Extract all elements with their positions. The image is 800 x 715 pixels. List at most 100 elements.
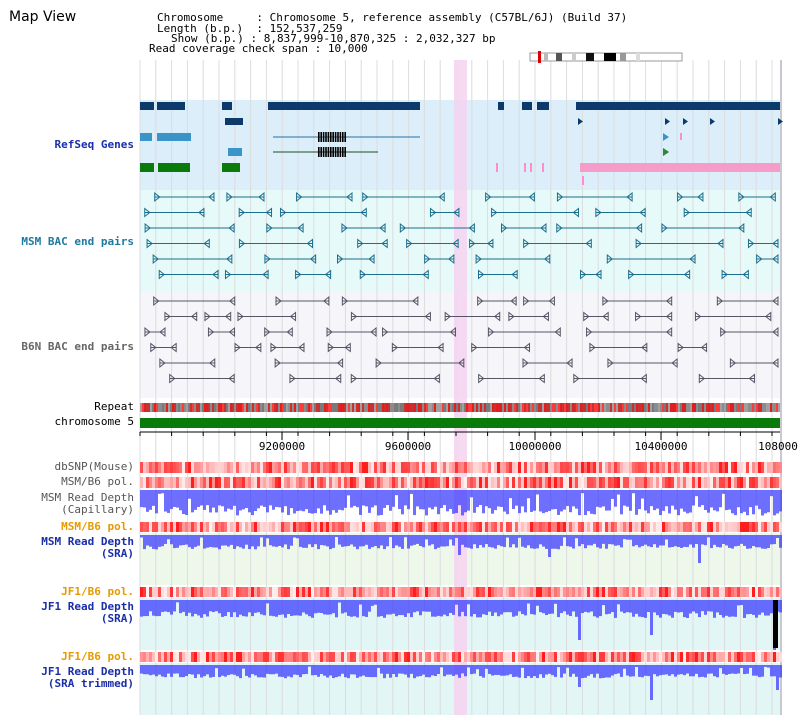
jf1-b6-pol-heat-cell — [707, 587, 710, 597]
dbsnp-heat-cell — [284, 462, 287, 473]
jf1-b6-pol2-heat-cell — [158, 652, 161, 662]
jf1-b6-pol-heat-cell — [764, 587, 767, 597]
dbsnp-heat-cell — [263, 462, 266, 473]
msm-b6-pol2-heat-cell — [293, 522, 296, 532]
msm-sra-depth-bar — [557, 535, 560, 550]
track-label-chromosome[interactable]: chromosome 5 — [54, 415, 134, 428]
msm-bac-end — [399, 222, 407, 234]
jf1-trim-depth-bar — [443, 665, 446, 677]
jf1-sra-depth-bar — [176, 600, 179, 603]
msm-bac-end — [360, 207, 367, 218]
repeat-bar — [140, 403, 142, 412]
repeat-bar — [184, 403, 186, 412]
jf1-trim-depth-bar — [377, 665, 380, 668]
jf1-sra-depth-bar — [500, 600, 503, 615]
msm-capillary-depth-bar — [230, 490, 233, 510]
jf1-trim-depth-bar — [572, 665, 575, 674]
jf1-b6-pol2-heat-cell — [227, 652, 230, 662]
jf1-sra-depth-bar — [371, 600, 374, 606]
msm-b6-pol-heat-cell — [389, 477, 392, 488]
msm-b6-pol-heat-cell — [158, 477, 161, 488]
gene-block-pink — [542, 163, 544, 172]
track-label-repeat[interactable]: Repeat — [94, 400, 134, 413]
msm-b6-pol2-heat-cell — [770, 522, 773, 532]
jf1-b6-pol-heat-cell — [554, 587, 557, 597]
track-label-msm-bac[interactable]: MSM BAC end pairs — [21, 235, 134, 248]
jf1-b6-pol-heat-cell — [671, 587, 674, 597]
jf1-b6-pol-heat-cell — [236, 587, 239, 597]
msm-capillary-depth-bar — [539, 490, 542, 512]
msm-b6-pol2-heat-cell — [689, 522, 692, 532]
jf1-sra-depth-bar — [719, 600, 722, 615]
jf1-b6-pol-heat-cell — [155, 587, 158, 597]
track-label-refseq-genes[interactable]: RefSeq Genes — [54, 138, 134, 151]
msm-sra-depth-bar — [479, 535, 482, 546]
track-label-jf1-depth-trimmed[interactable]: JF1 Read Depth (SRA trimmed) — [41, 665, 134, 690]
jf1-b6-pol-heat-cell — [599, 587, 602, 597]
msm-sra-depth-bar — [698, 535, 701, 563]
jf1-b6-pol-heat-cell — [629, 587, 632, 597]
msm-b6-pol-heat-cell — [686, 477, 689, 488]
track-label-msm-b6-pol[interactable]: MSM/B6 pol. — [61, 475, 134, 488]
repeat-bar — [242, 403, 244, 412]
jf1-trim-depth-bar — [776, 665, 779, 690]
msm-b6-pol2-heat-cell — [551, 522, 554, 532]
repeat-bar — [142, 403, 144, 412]
jf1-b6-pol2-heat-cell — [719, 652, 722, 662]
dbsnp-heat-cell — [377, 462, 380, 473]
msm-b6-pol-heat-cell — [521, 477, 524, 488]
jf1-b6-pol-heat-cell — [353, 587, 356, 597]
repeat-bar — [372, 403, 374, 412]
jf1-b6-pol-heat-cell — [494, 587, 497, 597]
gene-block — [537, 102, 549, 110]
track-label-jf1-b6-pol[interactable]: JF1/B6 pol. — [61, 585, 134, 598]
gene-exon — [337, 147, 339, 157]
jf1-sra-depth-bar — [587, 600, 590, 613]
track-label-msm-depth-capillary[interactable]: MSM Read Depth (Capillary) — [41, 491, 134, 516]
track-label-msm-b6-pol-2[interactable]: MSM/B6 pol. — [61, 520, 134, 533]
msm-sra-depth-bar — [206, 535, 209, 548]
jf1-trim-depth-bar — [266, 665, 269, 674]
msm-b6-pol-heat-cell — [416, 477, 419, 488]
repeat-bar — [640, 403, 642, 412]
jf1-b6-pol-heat-cell — [722, 587, 725, 597]
msm-sra-depth-bar — [158, 535, 161, 547]
jf1-trim-depth-bar — [602, 665, 605, 678]
jf1-b6-pol-heat-cell — [461, 587, 464, 597]
track-label-jf1-depth-sra[interactable]: JF1 Read Depth (SRA) — [41, 600, 134, 625]
msm-sra-depth-bar — [593, 535, 596, 544]
track-label-dbsnp[interactable]: dbSNP(Mouse) — [54, 460, 134, 473]
msm-sra-depth-bar — [560, 535, 563, 546]
repeat-bar — [452, 403, 454, 412]
repeat-bar — [760, 403, 762, 412]
jf1-sra-depth-bar — [563, 600, 566, 612]
dbsnp-heat-cell — [767, 462, 770, 473]
jf1-b6-pol-heat-cell — [344, 587, 347, 597]
dbsnp-heat-cell — [230, 462, 233, 473]
msm-b6-pol-heat-cell — [170, 477, 173, 488]
jf1-sra-depth-bar — [152, 600, 155, 616]
repeat-bar — [646, 403, 648, 412]
track-label-msm-depth-sra[interactable]: MSM Read Depth (SRA) — [41, 535, 134, 560]
jf1-trim-depth-bar — [422, 665, 425, 675]
msm-b6-pol-heat-cell — [197, 477, 200, 488]
dbsnp-heat-cell — [650, 462, 653, 473]
repeat-bar — [188, 403, 190, 412]
track-label-b6n-bac[interactable]: B6N BAC end pairs — [21, 340, 134, 353]
msm-b6-pol2-heat-cell — [632, 522, 635, 532]
msm-b6-pol-heat-cell — [494, 477, 497, 488]
msm-b6-pol2-heat-cell — [206, 522, 209, 532]
dbsnp-heat-cell — [194, 462, 197, 473]
dbsnp-heat-cell — [389, 462, 392, 473]
jf1-b6-pol-heat-cell — [569, 587, 572, 597]
repeat-bar — [670, 403, 672, 412]
repeat-bar — [708, 403, 710, 412]
jf1-b6-pol-heat-cell — [719, 587, 722, 597]
repeat-bar — [346, 403, 348, 412]
repeat-bar — [706, 403, 708, 412]
jf1-b6-pol-heat-cell — [560, 587, 563, 597]
msm-bac-end — [154, 191, 161, 203]
jf1-sra-depth-bar — [314, 600, 317, 614]
track-label-jf1-b6-pol-2[interactable]: JF1/B6 pol. — [61, 650, 134, 663]
msm-b6-pol2-heat-cell — [446, 522, 449, 532]
